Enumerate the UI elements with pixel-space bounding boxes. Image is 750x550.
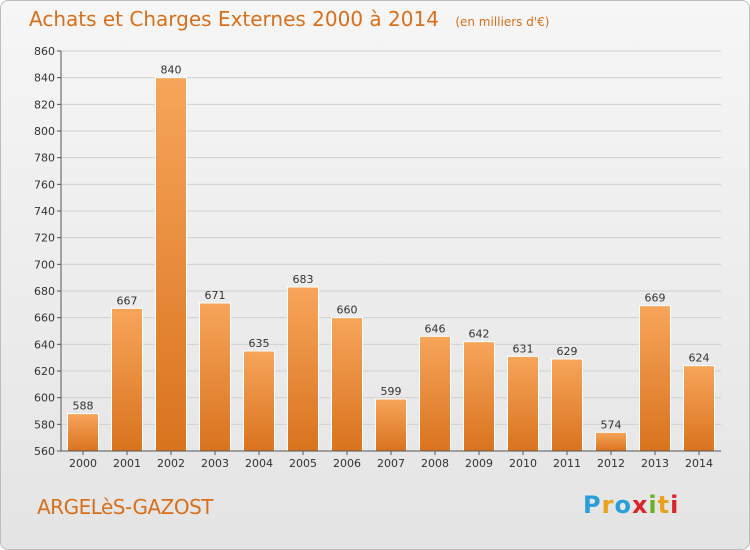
bar-value-label: 635 xyxy=(249,337,270,350)
y-tick-label: 680 xyxy=(34,285,55,298)
y-tick-label: 820 xyxy=(34,98,55,111)
x-tick-label: 2014 xyxy=(685,457,713,470)
x-tick-label: 2009 xyxy=(465,457,493,470)
x-tick-label: 2007 xyxy=(377,457,405,470)
bar-2004 xyxy=(243,350,275,452)
bar-2002 xyxy=(155,77,187,452)
bar-2006 xyxy=(331,317,363,452)
x-tick-label: 2000 xyxy=(69,457,97,470)
logo-letter: t xyxy=(657,491,671,519)
logo-letter: P xyxy=(583,491,602,519)
bar-2003 xyxy=(199,302,231,452)
bar-value-label: 624 xyxy=(689,352,710,365)
logo-letter: i xyxy=(670,491,680,519)
y-tick-label: 620 xyxy=(34,365,55,378)
y-tick-label: 760 xyxy=(34,178,55,191)
bar-2007 xyxy=(375,398,407,452)
y-tick-label: 800 xyxy=(34,125,55,138)
x-tick-label: 2001 xyxy=(113,457,141,470)
y-tick-label: 740 xyxy=(34,205,55,218)
y-tick-label: 580 xyxy=(34,418,55,431)
bar-2000 xyxy=(67,413,99,452)
logo-letter: i xyxy=(648,491,658,519)
bar-2012 xyxy=(595,431,627,452)
y-tick-label: 860 xyxy=(34,45,55,58)
bar-value-label: 574 xyxy=(601,418,622,431)
y-tick-label: 780 xyxy=(34,152,55,165)
x-tick-label: 2002 xyxy=(157,457,185,470)
bars: 588 667 840 671 635 683 660 599 646 642 631 629 574 6… xyxy=(67,64,715,452)
y-tick-label: 720 xyxy=(34,232,55,245)
bar-value-label: 646 xyxy=(425,322,446,335)
y-tick-label: 600 xyxy=(34,392,55,405)
x-tick-label: 2008 xyxy=(421,457,449,470)
bar-value-label: 671 xyxy=(205,289,226,302)
bar-2005 xyxy=(287,286,319,452)
y-tick-label: 660 xyxy=(34,312,55,325)
x-tick-label: 2005 xyxy=(289,457,317,470)
bar-2001 xyxy=(111,307,143,452)
logo-letter: o xyxy=(614,491,632,519)
x-axis-ticks: 2000 2001 2002 2003 2004 2005 2006 2007 2008 2009… xyxy=(69,451,713,470)
bar-2009 xyxy=(463,341,495,452)
bar-2010 xyxy=(507,355,539,452)
bar-value-label: 683 xyxy=(293,273,314,286)
x-tick-label: 2011 xyxy=(553,457,581,470)
x-tick-label: 2003 xyxy=(201,457,229,470)
bar-value-label: 599 xyxy=(381,385,402,398)
x-tick-label: 2012 xyxy=(597,457,625,470)
y-tick-label: 640 xyxy=(34,338,55,351)
y-tick-label: 840 xyxy=(34,72,55,85)
bar-value-label: 588 xyxy=(73,400,94,413)
bar-value-label: 631 xyxy=(513,342,534,355)
y-tick-label: 560 xyxy=(34,445,55,458)
x-tick-label: 2010 xyxy=(509,457,537,470)
axes xyxy=(60,51,721,452)
bar-value-label: 629 xyxy=(557,345,578,358)
logo-letter: x xyxy=(631,491,649,519)
chart-title: Achats et Charges Externes 2000 à 2014 (… xyxy=(29,7,549,31)
bar-value-label: 669 xyxy=(645,292,666,305)
town-name: ARGELèS-GAZOST xyxy=(37,495,214,519)
bar-value-label: 642 xyxy=(469,328,490,341)
bar-value-label: 840 xyxy=(161,64,182,77)
bar-2013 xyxy=(639,305,671,452)
y-axis-ticks: 560 580 600 620 640 660 680 700 720 740 760 780 800 8… xyxy=(34,45,61,458)
bar-value-label: 667 xyxy=(117,294,138,307)
bar-2011 xyxy=(551,358,583,452)
logo-letter: r xyxy=(601,491,615,519)
x-tick-label: 2004 xyxy=(245,457,273,470)
bar-value-label: 660 xyxy=(337,304,358,317)
chart-subtitle: (en milliers d'€) xyxy=(455,15,550,29)
x-tick-label: 2006 xyxy=(333,457,361,470)
bar-2008 xyxy=(419,335,451,452)
y-tick-label: 700 xyxy=(34,258,55,271)
bar-2014 xyxy=(683,365,715,452)
x-tick-label: 2013 xyxy=(641,457,669,470)
proxiti-logo: Proxiti xyxy=(583,491,679,519)
chart-title-text: Achats et Charges Externes 2000 à 2014 xyxy=(29,7,439,31)
